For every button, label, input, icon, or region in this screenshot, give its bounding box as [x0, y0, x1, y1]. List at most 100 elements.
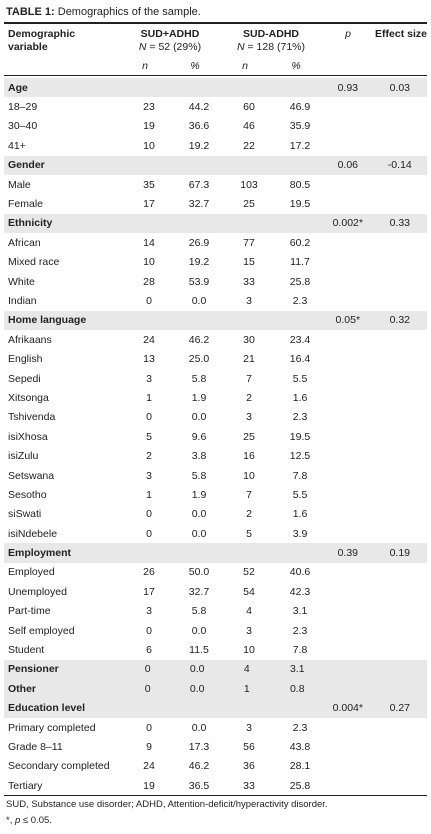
cell: 3	[146, 469, 152, 482]
row-label: Employed	[8, 566, 55, 579]
cell: 0	[146, 624, 152, 637]
cell: 19.2	[188, 256, 210, 269]
cell: 54	[243, 585, 255, 598]
cell: 11.7	[290, 256, 310, 269]
cell: 10	[243, 469, 255, 482]
section-row: Age 0.93 0.03	[4, 78, 427, 98]
data-row: Xitsonga 1 1.9 2 1.6	[4, 388, 427, 407]
cell: 3.8	[191, 450, 207, 463]
cell: 14	[143, 236, 155, 249]
effect-size: 0.33	[389, 217, 410, 230]
cell: 103	[240, 178, 258, 191]
cell: 25.8	[289, 275, 311, 288]
cell: 46.2	[188, 760, 210, 773]
header-n: N = 52 (29%)	[115, 41, 225, 54]
cell: 5	[246, 527, 252, 540]
cell: 0.0	[189, 663, 205, 676]
cell: 0	[146, 721, 152, 734]
cell: 0.0	[191, 527, 207, 540]
cell: 3.9	[292, 527, 308, 540]
cell: 1.9	[191, 488, 207, 501]
section-row: Ethnicity 0.002* 0.33	[4, 213, 427, 234]
cell: 15	[243, 256, 255, 269]
data-row: Student 6 11.5 10 7.8	[4, 640, 427, 659]
section-row: Employment 0.39 0.19	[4, 543, 427, 563]
cell: 32.7	[188, 585, 210, 598]
cell: 28	[143, 275, 155, 288]
cell: 12.5	[289, 450, 311, 463]
data-row: Tshivenda 0 0.0 3 2.3	[4, 408, 427, 427]
cell: 3	[146, 605, 152, 618]
cell: 2.3	[292, 721, 308, 734]
cell: 60	[243, 101, 255, 114]
table-body: Age 0.93 0.03 18–29 23 44.2 60 46.9 30–40 19 36.6 4…	[4, 78, 427, 795]
data-row: Mixed race 10 19.2 15 11.7	[4, 253, 427, 272]
cell: 22	[243, 139, 255, 152]
row-label: Mixed race	[8, 256, 60, 269]
section-label: Pensioner	[8, 663, 59, 676]
p-value: 0.002*	[332, 217, 363, 230]
table-caption: Demographics of the sample.	[57, 6, 201, 18]
cell: 23.4	[289, 333, 311, 346]
data-row: isiZulu 2 3.8 16 12.5	[4, 446, 427, 465]
cell: 5.5	[292, 372, 308, 385]
cell: 17.2	[289, 139, 311, 152]
cell: 0.0	[191, 294, 207, 307]
cell: 10	[143, 256, 155, 269]
row-label: Secondary completed	[8, 760, 110, 773]
data-row: Sepedi 3 5.8 7 5.5	[4, 369, 427, 388]
cell: 0.8	[289, 682, 305, 695]
row-label: Sesotho	[8, 488, 47, 501]
cell: 23	[143, 101, 155, 114]
footnote: SUD, Substance use disorder; ADHD, Atten…	[6, 799, 328, 810]
cell: 3.1	[289, 663, 305, 676]
n-text: = 128 (71%)	[244, 41, 305, 53]
cell: 28.1	[289, 760, 311, 773]
data-row: Female 17 32.7 25 19.5	[4, 194, 427, 213]
subheader: %	[291, 60, 301, 72]
data-row: 30–40 19 36.6 46 35.9	[4, 117, 427, 136]
cell: 0.0	[189, 682, 205, 695]
data-row: African 14 26.9 77 60.2	[4, 233, 427, 252]
cell: 25	[243, 430, 255, 443]
cell: 1	[146, 488, 152, 501]
row-label: isiZulu	[8, 450, 39, 463]
cell: 5.5	[292, 488, 308, 501]
cell: 0.0	[191, 508, 207, 521]
cell: 36.5	[188, 779, 210, 792]
cell: 3	[146, 372, 152, 385]
cell: 36	[243, 760, 255, 773]
header-group: SUD+ADHD	[140, 28, 200, 40]
data-row: Grade 8–11 9 17.3 56 43.8	[4, 737, 427, 756]
row-label: Afrikaans	[8, 333, 52, 346]
cell: 0.0	[191, 721, 207, 734]
cell: 3	[246, 624, 252, 637]
header-p: p	[345, 28, 351, 40]
cell: 7	[246, 488, 252, 501]
cell: 1.6	[292, 391, 308, 404]
effect-size: 0.32	[389, 314, 410, 327]
row-label: Tertiary	[8, 779, 43, 792]
footnote-symbol: p	[14, 815, 21, 826]
data-row: English 13 25.0 21 16.4	[4, 349, 427, 368]
section-label: Other	[8, 682, 37, 695]
cell: 50.0	[188, 566, 210, 579]
cell: 19	[143, 120, 155, 133]
row-label: Sepedi	[8, 372, 41, 385]
data-row: Self employed 0 0.0 3 2.3	[4, 621, 427, 640]
cell: 19	[143, 779, 155, 792]
cell: 17	[143, 585, 155, 598]
cell: 46.9	[289, 101, 311, 114]
row-label: Tshivenda	[8, 411, 56, 424]
footnote-prefix: *,	[6, 815, 15, 826]
cell: 43.8	[289, 740, 311, 753]
effect-size: 0.19	[389, 547, 410, 560]
section-label: Home language	[8, 314, 87, 327]
p-value: 0.39	[337, 547, 358, 560]
cell: 80.5	[289, 178, 311, 191]
cell: 60.2	[289, 236, 311, 249]
cell: 32.7	[188, 198, 210, 211]
cell: 21	[243, 353, 255, 366]
row-label: Unemployed	[8, 585, 67, 598]
cell: 5.8	[191, 605, 207, 618]
